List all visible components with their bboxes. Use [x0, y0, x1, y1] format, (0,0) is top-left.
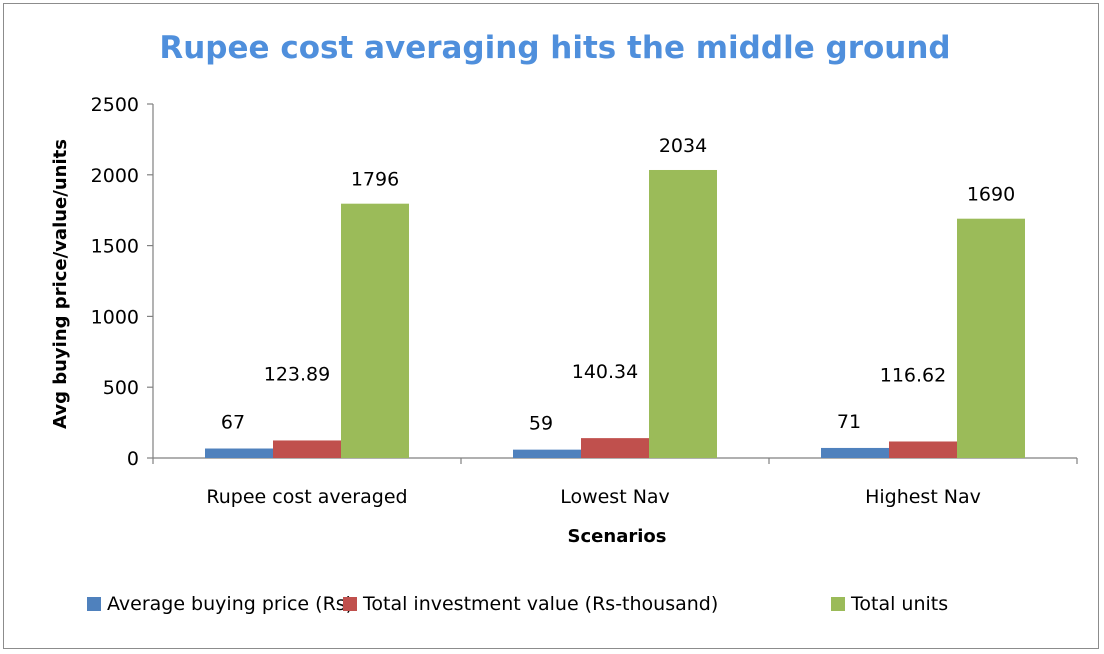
data-label: 1796: [351, 169, 399, 191]
legend-swatch: [343, 597, 357, 611]
legend-label: Average buying price (Rs): [107, 593, 353, 615]
bar-2: [581, 438, 649, 458]
y-tick-label: 1000: [91, 306, 139, 328]
legend: Average buying price (Rs) Total investmen…: [87, 593, 948, 615]
y-tick-label: 2000: [91, 165, 139, 187]
bar-2: [273, 440, 341, 458]
data-label: 67: [221, 412, 245, 434]
bar-3: [957, 218, 1025, 458]
x-axis-title: Scenarios: [568, 526, 667, 547]
x-axis: [152, 457, 1078, 464]
bars: [205, 169, 1025, 458]
bar-2: [889, 441, 957, 458]
bar-1: [205, 448, 273, 458]
data-label: 71: [837, 411, 861, 433]
data-label: 59: [529, 413, 553, 435]
data-label: 123.89: [264, 363, 330, 385]
y-tick-label: 2500: [91, 94, 139, 116]
data-label: 2034: [659, 135, 707, 157]
y-tick-label: 0: [127, 448, 139, 470]
legend-label: Total investment value (Rs-thousand): [362, 593, 718, 615]
data-labels: 67 123.89 1796 59 140.34 2034 71 116.62 1690: [221, 135, 1015, 435]
bar-1: [513, 449, 581, 458]
data-label: 140.34: [572, 361, 638, 383]
chart-frame: [3, 3, 1099, 649]
legend-swatch: [87, 597, 101, 611]
category-labels: Rupee cost averaged Lowest Nav Highest Nav: [206, 486, 981, 508]
y-axis: 0 500 1000 1500 2000 2500: [91, 94, 154, 470]
y-tick-label: 1500: [91, 236, 139, 258]
bar-3: [341, 203, 409, 458]
legend-label: Total units: [850, 593, 948, 615]
data-label: 1690: [967, 184, 1015, 206]
data-label: 116.62: [880, 364, 946, 386]
bar-3: [649, 169, 717, 458]
chart-title: Rupee cost averaging hits the middle gro…: [159, 30, 950, 66]
category-label: Highest Nav: [865, 486, 981, 508]
legend-swatch: [831, 597, 845, 611]
y-axis-title: Avg buying price/value/units: [50, 139, 71, 429]
category-label: Rupee cost averaged: [206, 486, 407, 508]
bar-1: [821, 447, 889, 458]
category-label: Lowest Nav: [560, 486, 670, 508]
y-tick-label: 500: [103, 377, 139, 399]
